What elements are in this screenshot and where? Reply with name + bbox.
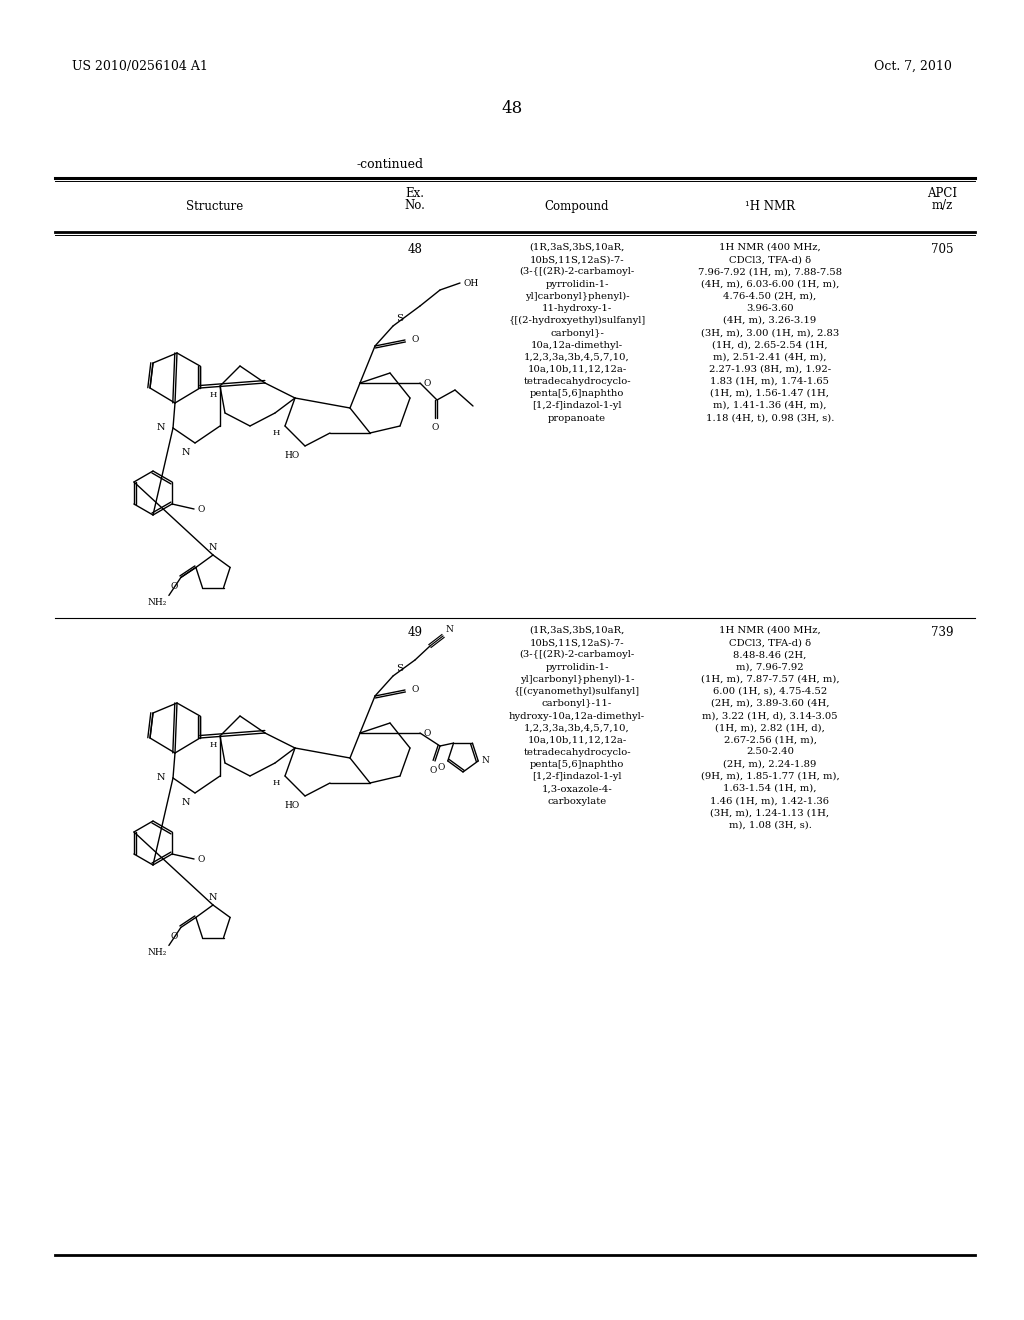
Text: O: O	[171, 582, 178, 591]
Text: (1R,3aS,3bS,10aR,
10bS,11S,12aS)-7-
(3-{[(2R)-2-carbamoyl-
pyrrolidin-1-
yl]carb: (1R,3aS,3bS,10aR, 10bS,11S,12aS)-7- (3-{…	[508, 243, 645, 422]
Text: N: N	[209, 543, 217, 552]
Text: ¹H NMR: ¹H NMR	[745, 201, 795, 213]
Text: Structure: Structure	[186, 201, 244, 213]
Text: N: N	[157, 424, 165, 433]
Text: O: O	[197, 854, 205, 863]
Text: O: O	[411, 685, 419, 694]
Text: NH₂: NH₂	[147, 949, 167, 957]
Text: HO: HO	[285, 451, 300, 459]
Text: 48: 48	[502, 100, 522, 117]
Text: 49: 49	[408, 626, 423, 639]
Text: O: O	[424, 729, 431, 738]
Text: O: O	[197, 504, 205, 513]
Text: H: H	[272, 429, 280, 437]
Text: O: O	[437, 763, 444, 772]
Text: m/z: m/z	[932, 199, 952, 213]
Text: H: H	[210, 741, 217, 748]
Text: 739: 739	[931, 626, 953, 639]
Text: O: O	[424, 379, 431, 388]
Text: N: N	[181, 447, 190, 457]
Text: 705: 705	[931, 243, 953, 256]
Text: 48: 48	[408, 243, 423, 256]
Text: OH: OH	[464, 279, 479, 288]
Text: N: N	[481, 756, 489, 766]
Text: O: O	[429, 766, 436, 775]
Text: Compound: Compound	[545, 201, 609, 213]
Text: HO: HO	[285, 801, 300, 810]
Text: 1H NMR (400 MHz,
CDCl3, TFA-d) δ
8.48-8.46 (2H,
m), 7.96-7.92
(1H, m), 7.87-7.57: 1H NMR (400 MHz, CDCl3, TFA-d) δ 8.48-8.…	[700, 626, 840, 829]
Text: APCI: APCI	[927, 187, 957, 201]
Text: 1H NMR (400 MHz,
CDCl3, TFA-d) δ
7.96-7.92 (1H, m), 7.88-7.58
(4H, m), 6.03-6.00: 1H NMR (400 MHz, CDCl3, TFA-d) δ 7.96-7.…	[698, 243, 842, 422]
Text: -continued: -continued	[356, 158, 424, 172]
Text: N: N	[446, 624, 454, 634]
Text: O: O	[411, 335, 419, 345]
Text: Oct. 7, 2010: Oct. 7, 2010	[874, 59, 952, 73]
Text: H: H	[272, 779, 280, 787]
Text: No.: No.	[404, 199, 425, 213]
Text: NH₂: NH₂	[147, 598, 167, 607]
Text: N: N	[157, 774, 165, 783]
Text: S: S	[396, 664, 403, 673]
Text: H: H	[210, 391, 217, 399]
Text: O: O	[171, 932, 178, 941]
Text: (1R,3aS,3bS,10aR,
10bS,11S,12aS)-7-
(3-{[(2R)-2-carbamoyl-
pyrrolidin-1-
yl]carb: (1R,3aS,3bS,10aR, 10bS,11S,12aS)-7- (3-{…	[509, 626, 645, 805]
Text: N: N	[181, 799, 190, 807]
Text: S: S	[396, 314, 403, 323]
Text: Ex.: Ex.	[406, 187, 425, 201]
Text: O: O	[431, 422, 438, 432]
Text: N: N	[209, 894, 217, 902]
Text: US 2010/0256104 A1: US 2010/0256104 A1	[72, 59, 208, 73]
